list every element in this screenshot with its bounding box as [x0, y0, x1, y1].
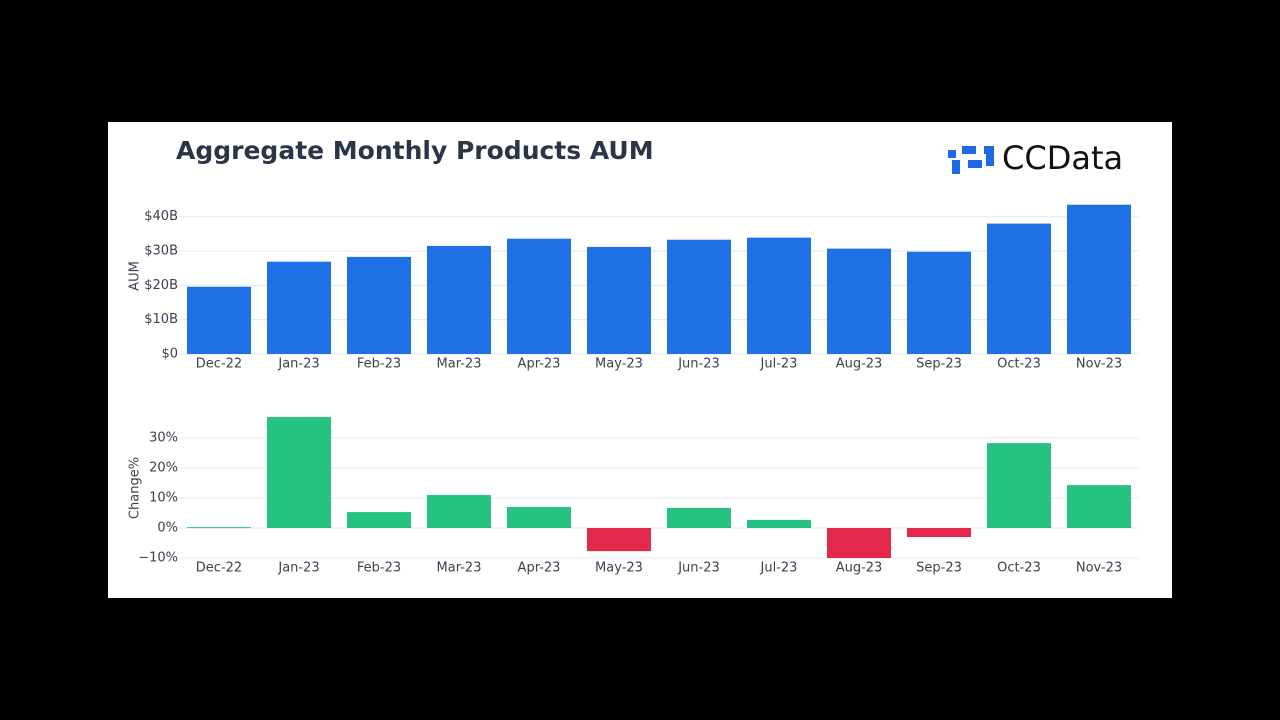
bar [427, 495, 491, 528]
y-tick-label: $30B [144, 244, 178, 259]
x-tick-label: May-23 [595, 561, 643, 576]
x-tick-label: May-23 [595, 357, 643, 372]
x-tick-label: Sep-23 [916, 357, 962, 372]
x-tick-label: Mar-23 [437, 561, 482, 576]
y-axis-title: Change% [128, 457, 143, 519]
x-tick-label: Jun-23 [677, 357, 720, 372]
bar [347, 256, 411, 354]
x-tick-label: Jan-23 [277, 561, 319, 576]
y-axis-title: AUM [128, 261, 143, 291]
bar [987, 443, 1051, 528]
bar [747, 237, 811, 354]
x-tick-label: Jul-23 [760, 357, 798, 372]
bar [987, 223, 1051, 354]
bar [907, 251, 971, 354]
bar [1067, 485, 1131, 528]
logo-text: CCData [1002, 139, 1123, 177]
x-tick-label: Jul-23 [760, 561, 798, 576]
x-tick-label: Apr-23 [518, 357, 561, 372]
x-tick-label: Feb-23 [357, 357, 401, 372]
bar [667, 507, 731, 528]
x-tick-label: Aug-23 [836, 357, 883, 372]
x-tick-label: Jun-23 [677, 561, 720, 576]
bar [347, 512, 411, 528]
bar [507, 238, 571, 354]
bar [747, 519, 811, 528]
x-tick-label: Nov-23 [1076, 561, 1122, 576]
bar [427, 245, 491, 354]
bar [267, 417, 331, 528]
bar [507, 507, 571, 528]
x-tick-label: Sep-23 [916, 561, 962, 576]
bar [187, 527, 251, 529]
x-tick-label: Mar-23 [437, 357, 482, 372]
x-tick-label: Aug-23 [836, 561, 883, 576]
y-tick-label: 0% [157, 521, 178, 536]
x-tick-label: Feb-23 [357, 561, 401, 576]
y-tick-label: $10B [144, 312, 178, 327]
x-tick-label: Oct-23 [997, 357, 1041, 372]
logo-icon [948, 146, 994, 174]
y-tick-label: 20% [149, 461, 178, 476]
y-tick-label: $0 [161, 347, 178, 362]
bar [267, 261, 331, 354]
x-tick-label: Oct-23 [997, 561, 1041, 576]
bar [667, 239, 731, 354]
bar [827, 248, 891, 354]
x-tick-label: Dec-22 [196, 357, 242, 372]
bar [827, 528, 891, 558]
bar [587, 528, 651, 552]
x-tick-label: Apr-23 [518, 561, 561, 576]
y-tick-label: $40B [144, 209, 178, 224]
x-tick-label: Nov-23 [1076, 357, 1122, 372]
x-tick-label: Dec-22 [196, 561, 242, 576]
bar [907, 528, 971, 537]
chart-title: Aggregate Monthly Products AUM [176, 136, 654, 165]
bar [587, 246, 651, 354]
y-tick-label: 30% [149, 431, 178, 446]
x-tick-label: Jan-23 [277, 357, 319, 372]
y-tick-label: −10% [138, 551, 178, 566]
bar [1067, 204, 1131, 354]
y-tick-label: $20B [144, 278, 178, 293]
bar [187, 286, 251, 354]
y-tick-label: 10% [149, 491, 178, 506]
